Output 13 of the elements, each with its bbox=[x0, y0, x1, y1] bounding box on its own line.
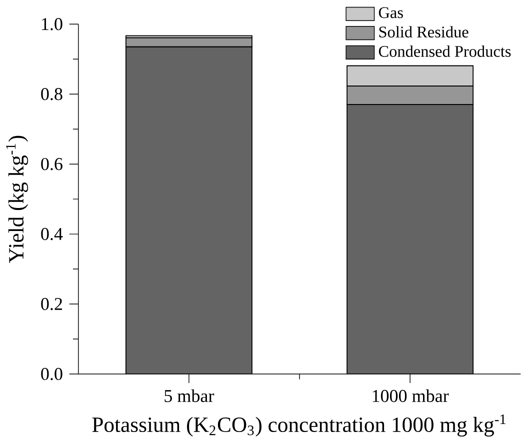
y-tick-label: 0.0 bbox=[41, 368, 62, 380]
legend-label: Solid Residue bbox=[379, 26, 468, 38]
y-tick-label: 0.6 bbox=[41, 158, 62, 170]
y-tick-label: 0.2 bbox=[41, 298, 62, 310]
legend-label: Gas bbox=[378, 7, 403, 18]
y-tick-label: 0.4 bbox=[41, 228, 63, 240]
x-tick-label: 5 mbar bbox=[164, 390, 214, 402]
y-tick-label: 1.0 bbox=[42, 18, 62, 30]
x-axis-title: Potassium (K$_{2}$CO$_{3}$) concentration 1000 mg kg$^{-1}$ bbox=[92, 414, 506, 437]
x-tick-label: 1000 mbar bbox=[372, 390, 449, 402]
y-axis-title: Yield (kg kg$^{-1}$) bbox=[6, 136, 28, 264]
legend-label: Condensed Products bbox=[378, 46, 511, 58]
y-tick-label: 0.8 bbox=[41, 88, 62, 100]
